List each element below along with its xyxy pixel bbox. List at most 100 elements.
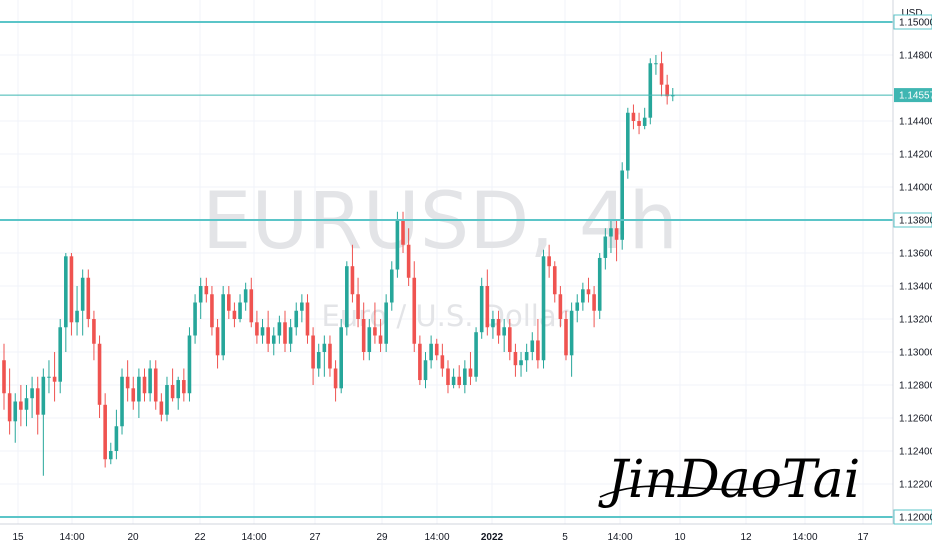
time-axis[interactable]: 15 14:00 20 22 14:00 27 29 14:00 2022 5 14:00 10 12 1… (12, 532, 869, 543)
candle-body (637, 121, 641, 126)
candle-body (198, 286, 203, 303)
candle-body (665, 84, 669, 97)
candle-body (339, 327, 343, 389)
candle-body (137, 376, 141, 402)
candle-body (316, 352, 321, 369)
candle-body (418, 343, 422, 381)
candle-87 (491, 310, 495, 339)
candle-body (626, 112, 630, 171)
candle-104 (586, 277, 591, 303)
candle-body (47, 376, 51, 378)
candle-78 (440, 343, 445, 377)
candle-body (215, 327, 220, 356)
candle-body (513, 352, 518, 366)
candle-body (153, 368, 158, 402)
watermark-symbol: EURUSD, 4h (202, 177, 678, 267)
candle-62 (350, 244, 355, 303)
candle-75 (423, 352, 428, 389)
price-axis[interactable]: 1.14800 1.14400 1.14200 1.14000 1.13600 1.134… (899, 51, 932, 491)
candle-68 (384, 294, 388, 352)
candle-74 (418, 335, 422, 385)
x-tick-label-3: 22 (194, 532, 206, 543)
level-tag-box (893, 509, 932, 525)
candle-body (193, 302, 197, 336)
candle-body (232, 310, 237, 319)
candle-body (108, 451, 113, 460)
candle-65 (367, 319, 372, 361)
candle-56 (316, 343, 321, 377)
candle-body (440, 355, 445, 369)
y-tick-label-1: 1.14400 (899, 117, 932, 128)
x-tick-label-7: 14:00 (424, 532, 449, 543)
candle-body (451, 376, 456, 385)
x-tick-label-8: 2022 (481, 532, 504, 543)
x-tick-label-0: 15 (12, 532, 24, 543)
candle-body (648, 63, 653, 118)
candle-89 (502, 319, 506, 352)
y-tick-label-11: 1.12200 (899, 480, 932, 491)
y-tick-label-3: 1.14000 (899, 183, 932, 194)
x-tick-label-9: 5 (562, 532, 568, 543)
candle-body (491, 319, 495, 328)
candle-118 (665, 74, 669, 105)
candle-42 (238, 294, 242, 323)
x-tick-label-5: 27 (309, 532, 321, 543)
candle-body (311, 335, 315, 369)
candle-body (423, 360, 428, 381)
candle-body (322, 343, 327, 352)
candle-60 (339, 319, 343, 394)
candle-93 (524, 343, 529, 372)
candle-25 (142, 368, 147, 402)
candle-body (457, 376, 462, 385)
candle-body (305, 302, 310, 336)
candles-layer (2, 51, 675, 476)
candle-58 (328, 335, 332, 377)
candle-102 (575, 294, 580, 323)
candle-54 (305, 294, 310, 344)
candle-76 (429, 335, 433, 369)
candle-body (631, 112, 636, 121)
candle-body (277, 322, 282, 336)
candle-20 (114, 409, 119, 460)
candle-0 (2, 343, 6, 410)
candle-23 (131, 376, 136, 410)
candle-body (283, 322, 287, 344)
candle-body (13, 401, 18, 422)
y-tick-label-7: 1.13000 (899, 348, 932, 359)
candle-body (19, 401, 23, 410)
candle-body (496, 319, 501, 336)
x-tick-label-6: 29 (376, 532, 388, 543)
candle-26 (148, 360, 152, 402)
candle-5 (30, 376, 34, 418)
y-tick-label-5: 1.13400 (899, 282, 932, 293)
candle-body (502, 327, 506, 336)
candle-body (86, 277, 91, 319)
x-tick-label-12: 12 (740, 532, 752, 543)
candle-57 (322, 335, 327, 377)
candle-body (603, 236, 608, 258)
candle-99 (558, 286, 563, 328)
candle-body (2, 360, 6, 394)
level-tag-0: 1.15000 (893, 14, 932, 30)
x-tick-label-11: 10 (674, 532, 686, 543)
candle-100 (564, 310, 568, 361)
candle-1 (7, 368, 12, 435)
candle-body (350, 266, 355, 295)
candle-body (609, 228, 613, 237)
level-tag-label: 1.12000 (899, 513, 932, 524)
candle-115 (648, 58, 653, 125)
candle-111 (626, 107, 630, 179)
candle-body (187, 335, 192, 394)
candle-body (592, 294, 596, 311)
candle-body (69, 256, 74, 323)
candle-body (255, 322, 259, 336)
candle-6 (35, 376, 40, 435)
candle-body (524, 352, 529, 361)
y-tick-label-9: 1.12600 (899, 414, 932, 425)
candle-body (300, 302, 304, 311)
signature-flourish (599, 479, 801, 498)
candle-body (412, 277, 417, 344)
x-tick-label-10: 14:00 (607, 532, 632, 543)
candle-body (558, 294, 563, 319)
candle-92 (519, 352, 523, 377)
